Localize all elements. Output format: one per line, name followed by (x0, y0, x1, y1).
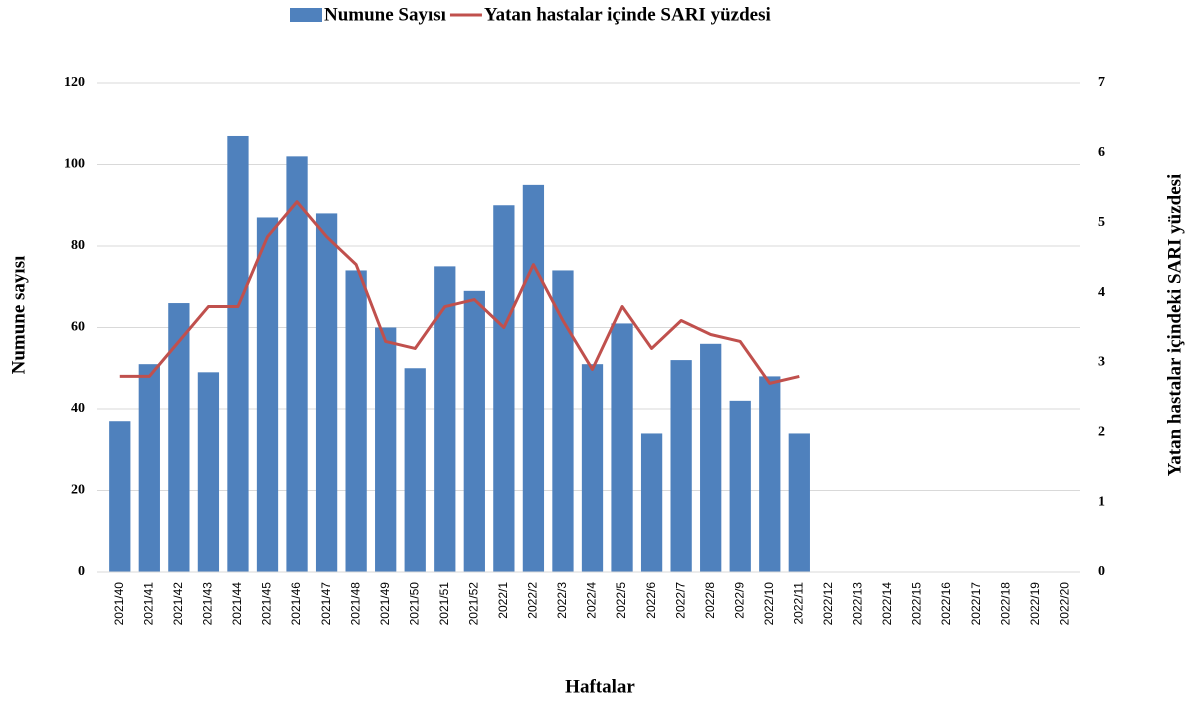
x-tick-label: 2022/14 (880, 582, 894, 626)
bar (463, 290, 485, 572)
bar (611, 323, 633, 572)
x-tick-label: 2022/4 (585, 582, 599, 619)
bar (670, 360, 692, 572)
x-tick-label: 2021/52 (466, 582, 480, 626)
x-tick-label: 2022/18 (998, 582, 1012, 626)
bar (522, 184, 545, 572)
x-tick-label: 2022/9 (732, 582, 746, 619)
bar (640, 433, 663, 572)
bar (315, 213, 338, 572)
bar (729, 400, 751, 572)
y-tick-label: 80 (71, 238, 85, 253)
x-tick-label: 2021/49 (378, 582, 392, 626)
y-tick-label: 20 (71, 483, 85, 498)
bar (227, 135, 249, 572)
y2-tick-label: 5 (1098, 215, 1105, 230)
x-tick-label: 2022/1 (496, 582, 510, 619)
x-tick-label: 2022/3 (555, 582, 569, 619)
y-tick-label: 40 (71, 401, 85, 416)
x-tick-label: 2021/44 (230, 582, 244, 626)
x-tick-label: 2022/16 (939, 582, 953, 626)
x-tick-label: 2022/13 (851, 582, 865, 626)
y2-tick-label: 0 (1098, 564, 1105, 579)
y2-axis-title: Yatan hastalar içindeki SARI yüzdesi (1164, 174, 1185, 477)
x-tick-label: 2021/41 (141, 582, 155, 626)
x-tick-label: 2021/46 (289, 582, 303, 626)
bar (581, 364, 604, 572)
bar (552, 270, 574, 572)
bar (286, 156, 308, 572)
y2-tick-label: 2 (1098, 425, 1105, 440)
y2-tick-label: 1 (1098, 494, 1105, 509)
x-tick-label: 2022/20 (1057, 582, 1071, 626)
y-tick-label: 120 (64, 75, 85, 90)
bar (109, 421, 131, 572)
y-tick-label: 100 (64, 157, 85, 172)
y-tick-label: 60 (71, 320, 85, 335)
bar (138, 364, 160, 572)
x-axis-title: Haftalar (565, 676, 635, 697)
bar (345, 270, 367, 572)
x-tick-label: 2022/11 (791, 582, 805, 625)
x-tick-label: 2022/7 (673, 582, 687, 619)
y2-tick-label: 3 (1098, 355, 1105, 370)
legend-label: Numune Sayısı (324, 4, 446, 25)
x-tick-label: 2022/10 (762, 582, 776, 626)
x-tick-label: 2022/12 (821, 582, 835, 626)
y2-tick-label: 7 (1098, 75, 1105, 90)
x-tick-label: 2022/17 (969, 582, 983, 626)
x-tick-label: 2021/45 (260, 582, 274, 626)
y2-tick-label: 6 (1098, 145, 1105, 160)
x-tick-label: 2021/40 (112, 582, 126, 626)
bar (759, 376, 781, 572)
x-tick-label: 2022/8 (703, 582, 717, 619)
x-tick-label: 2021/42 (171, 582, 185, 626)
x-tick-label: 2021/50 (407, 582, 421, 626)
x-tick-label: 2021/47 (319, 582, 333, 626)
legend-label: Yatan hastalar içinde SARI yüzdesi (484, 4, 771, 25)
bar (197, 372, 220, 572)
bar (375, 327, 397, 572)
y-axis-title: Numune sayısı (8, 256, 29, 375)
x-tick-label: 2021/48 (348, 582, 362, 626)
bar (788, 433, 810, 572)
bar (404, 368, 426, 572)
bar (168, 303, 190, 572)
y-tick-label: 0 (78, 564, 85, 579)
x-tick-label: 2021/51 (437, 582, 451, 626)
x-tick-label: 2021/43 (201, 582, 215, 626)
bar (700, 343, 722, 572)
x-tick-label: 2022/5 (614, 582, 628, 619)
bar (434, 266, 456, 572)
line (119, 200, 800, 385)
y2-tick-label: 4 (1098, 285, 1105, 300)
x-tick-label: 2022/6 (644, 582, 658, 619)
x-tick-label: 2022/15 (910, 582, 924, 626)
x-tick-label: 2022/2 (526, 582, 540, 619)
bar (256, 217, 279, 572)
x-tick-label: 2022/19 (1028, 582, 1042, 626)
bar (493, 205, 515, 572)
legend-swatch (290, 8, 322, 22)
